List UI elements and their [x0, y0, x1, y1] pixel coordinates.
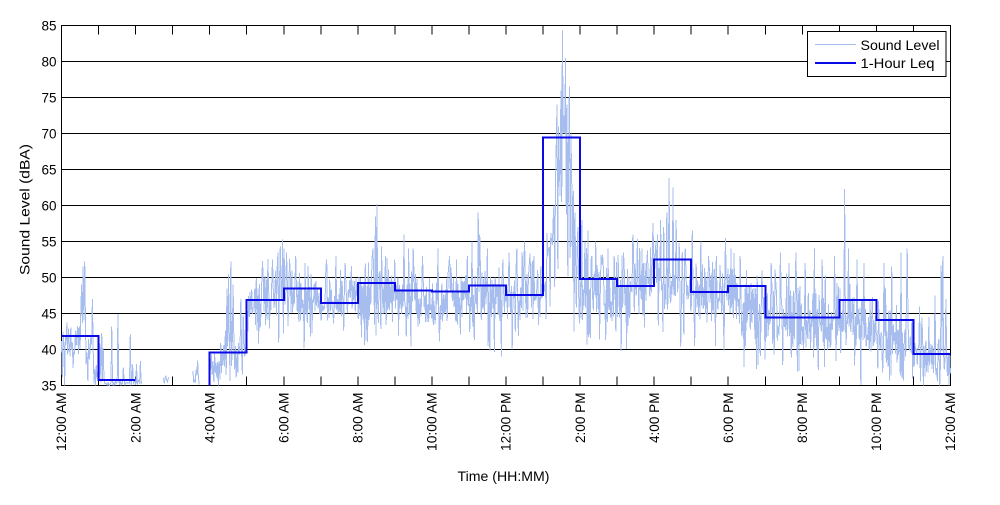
- svg-text:6:00 AM: 6:00 AM: [276, 393, 291, 444]
- svg-text:55: 55: [41, 234, 56, 249]
- svg-text:2:00 PM: 2:00 PM: [573, 393, 588, 444]
- svg-text:4:00 PM: 4:00 PM: [647, 393, 662, 444]
- svg-text:4:00 AM: 4:00 AM: [202, 393, 217, 444]
- svg-text:10:00 AM: 10:00 AM: [425, 393, 440, 452]
- svg-text:50: 50: [41, 270, 56, 285]
- svg-text:1-Hour Leq: 1-Hour Leq: [861, 55, 935, 71]
- svg-text:85: 85: [41, 18, 56, 33]
- svg-text:8:00 AM: 8:00 AM: [351, 393, 366, 444]
- svg-text:12:00 AM: 12:00 AM: [943, 393, 958, 452]
- svg-text:45: 45: [41, 306, 56, 321]
- svg-text:75: 75: [41, 90, 56, 105]
- svg-text:Sound Level (dBA): Sound Level (dBA): [18, 144, 33, 275]
- svg-text:70: 70: [41, 126, 56, 141]
- svg-text:35: 35: [41, 378, 56, 393]
- svg-text:80: 80: [41, 54, 56, 69]
- svg-text:60: 60: [41, 198, 56, 213]
- svg-text:65: 65: [41, 162, 56, 177]
- svg-text:Sound Level: Sound Level: [861, 37, 940, 53]
- svg-text:12:00 AM: 12:00 AM: [54, 393, 69, 452]
- svg-text:40: 40: [41, 342, 56, 357]
- svg-text:8:00 PM: 8:00 PM: [795, 393, 810, 444]
- svg-text:6:00 PM: 6:00 PM: [721, 393, 736, 444]
- svg-text:12:00 PM: 12:00 PM: [499, 393, 514, 452]
- svg-text:Time (HH:MM): Time (HH:MM): [458, 469, 550, 484]
- svg-text:2:00 AM: 2:00 AM: [128, 393, 143, 444]
- svg-text:10:00 PM: 10:00 PM: [869, 393, 884, 452]
